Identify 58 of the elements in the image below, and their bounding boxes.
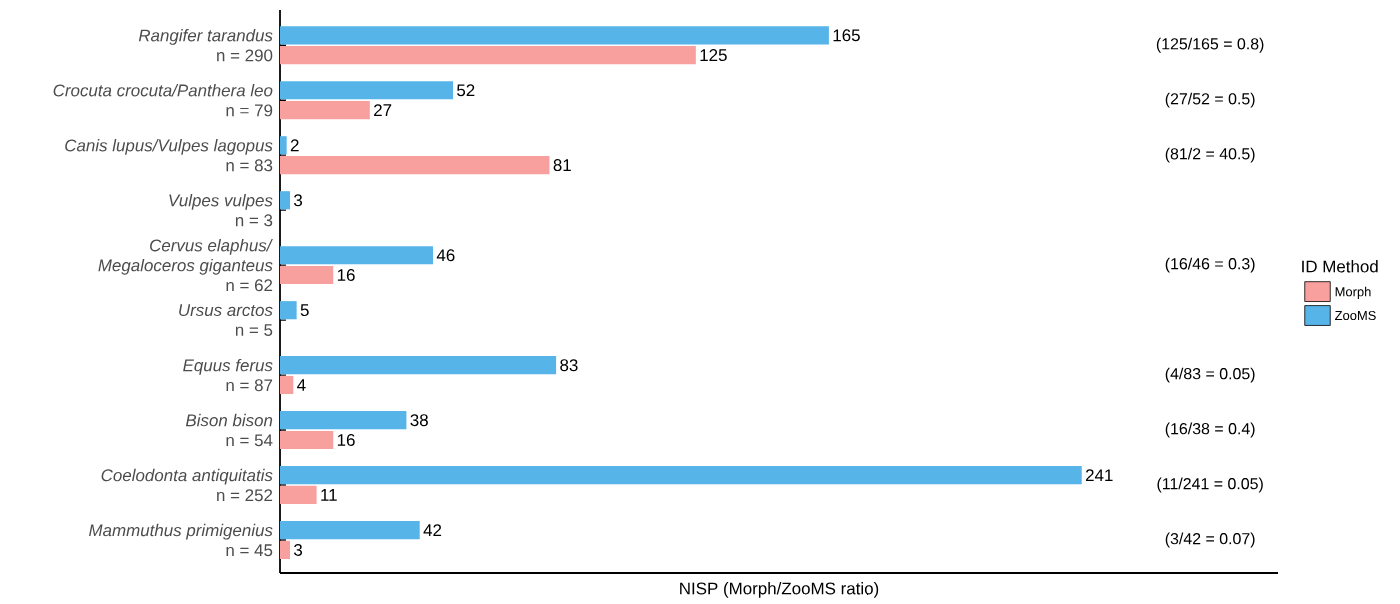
data-label: 81 [553, 158, 571, 171]
bar [280, 135, 287, 155]
y-tick-label: Rangifer tarandus n = 290 [138, 28, 273, 62]
annotation: (3/42 = 0.07) [1165, 532, 1255, 548]
data-label: 27 [374, 103, 392, 116]
bar [280, 81, 453, 100]
bar [280, 155, 550, 174]
data-label: 16 [337, 268, 355, 281]
bar [280, 375, 294, 394]
data-label: 3 [294, 543, 303, 556]
data-label: 241 [1085, 469, 1113, 481]
legend-label: ZooMS [1335, 310, 1376, 320]
bar [280, 410, 407, 430]
data-label: 38 [410, 413, 428, 426]
bar [280, 465, 1082, 484]
data-label: 83 [560, 358, 578, 371]
x-axis-title: NISP (Morph/ZooMS ratio) [680, 581, 879, 598]
data-label: 125 [700, 48, 727, 61]
data-label: 4 [297, 378, 306, 391]
bar [280, 300, 297, 320]
y-tick-label: Crocuta crocuta/Panthera leo n = 79 [53, 83, 273, 117]
bar [280, 100, 370, 119]
bar [280, 245, 434, 265]
annotation: (16/46 = 0.3) [1165, 257, 1255, 273]
data-label: 42 [423, 524, 442, 536]
data-label: 11 [321, 488, 337, 501]
y-tick-label: Vulpes vulpes n = 3 [169, 193, 273, 227]
bar [280, 520, 420, 539]
bar [280, 45, 696, 64]
y-tick-label: Canis lupus/Vulpes lagopus n = 83 [65, 138, 273, 172]
annotation: (125/165 = 0.8) [1156, 37, 1264, 53]
data-label: 52 [457, 84, 475, 97]
data-label: 16 [337, 433, 355, 446]
bar [280, 485, 317, 504]
bar [280, 430, 334, 449]
bar [280, 540, 290, 559]
y-tick-label: Ursus arctos n = 5 [179, 304, 273, 336]
y-tick-label: Equus ferus n = 87 [183, 358, 273, 392]
annotation: (11/241 = 0.05) [1157, 477, 1263, 493]
annotation: (27/52 = 0.5) [1165, 92, 1255, 108]
data-label: 2 [290, 139, 299, 151]
y-tick-label: Cervus elaphus/ Megaloceros giganteus n = 62 [98, 238, 273, 292]
annotation: (4/83 = 0.05) [1165, 367, 1255, 383]
bar [280, 265, 334, 284]
data-label: 46 [436, 249, 455, 261]
bar [280, 355, 557, 375]
legend-label: Morph [1335, 286, 1371, 299]
data-label: 165 [833, 29, 860, 42]
y-tick-label: Bison bison n = 54 [185, 413, 273, 447]
annotation: (16/38 = 0.4) [1165, 422, 1255, 438]
bar [280, 190, 290, 210]
data-label: 3 [294, 194, 303, 207]
bar [280, 26, 829, 45]
y-tick-label: Mammuthus primigenius n = 45 [89, 523, 273, 556]
legend-title: ID Method [1302, 259, 1378, 273]
annotation: (81/2 = 40.5) [1165, 147, 1255, 163]
data-label: 5 [300, 304, 309, 316]
y-tick-label: Coelodonta antiquitatis n = 252 [101, 468, 273, 501]
